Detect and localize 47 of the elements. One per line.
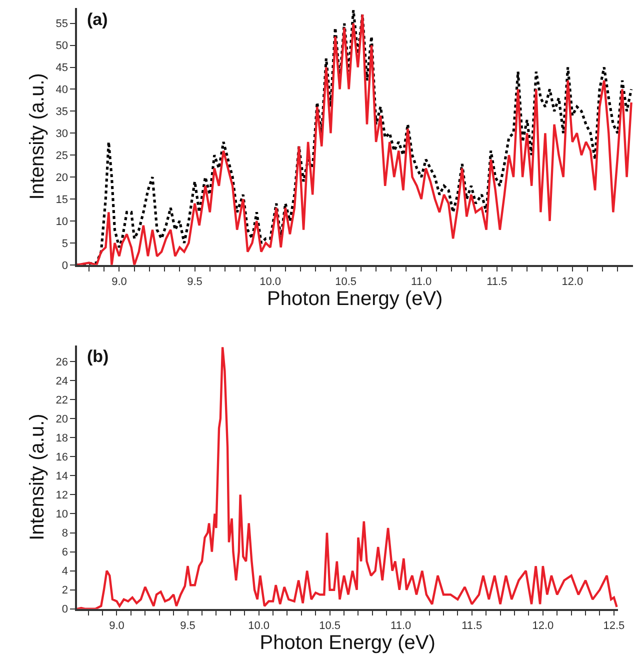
x-tick-label: 11.0 (411, 276, 432, 288)
y-tick-label: 14 (56, 470, 68, 483)
y-tick-label: 4 (62, 566, 68, 578)
x-tick-label: 10.5 (319, 620, 341, 632)
y-tick-label: 10 (56, 508, 68, 521)
y-tick-label: 50 (56, 40, 68, 52)
x-tick-label: 9.5 (180, 620, 196, 632)
chart-title: (a) (87, 10, 108, 29)
y-tick-label: 16 (56, 451, 68, 464)
y-tick-label: 30 (56, 128, 68, 140)
x-tick-label: 9.0 (109, 620, 124, 632)
y-tick-label: 0 (62, 604, 68, 616)
y-tick-label: 20 (56, 413, 68, 426)
chart-title: (b) (87, 347, 109, 366)
y-tick-label: 35 (56, 106, 68, 118)
x-tick-label: 10.5 (335, 276, 357, 288)
y-tick-label: 40 (56, 84, 68, 96)
y-tick-label: 25 (56, 150, 68, 162)
y-tick-label: 12 (56, 490, 68, 502)
x-tick-label: 9.0 (112, 276, 127, 288)
y-tick-label: 22 (56, 394, 68, 406)
y-tick-label: 55 (56, 18, 68, 30)
y-tick-label: 5 (62, 238, 68, 250)
x-axis-title: Photon Energy (eV) (260, 632, 436, 654)
y-tick-label: 45 (56, 62, 68, 74)
y-tick-label: 8 (62, 528, 68, 540)
y-tick-label: 26 (56, 356, 68, 368)
y-tick-label: 24 (56, 375, 68, 388)
x-tick-label: 10.0 (248, 620, 270, 632)
y-tick-label: 6 (62, 546, 68, 559)
y-tick-label: 20 (56, 172, 68, 184)
y-axis-title: Intensity (a.u.) (26, 414, 49, 540)
x-axis-title: Photon Energy (eV) (267, 288, 443, 310)
x-tick-label: 11.5 (462, 620, 482, 632)
y-tick-label: 10 (56, 216, 68, 228)
y-tick-label: 15 (56, 194, 68, 206)
y-tick-label: 18 (56, 432, 68, 444)
y-axis-title: Intensity (a.u.) (26, 73, 49, 200)
x-tick-label: 10.0 (260, 276, 282, 288)
x-tick-label: 11.0 (390, 620, 412, 632)
x-tick-label: 12.0 (562, 276, 584, 288)
x-tick-label: 12.0 (532, 620, 554, 632)
y-tick-label: 2 (62, 584, 68, 597)
x-tick-label: 11.5 (486, 276, 508, 288)
x-tick-label: 9.5 (187, 276, 202, 288)
x-tick-label: 12.5 (603, 620, 625, 632)
y-tick-label: 0 (62, 260, 68, 272)
